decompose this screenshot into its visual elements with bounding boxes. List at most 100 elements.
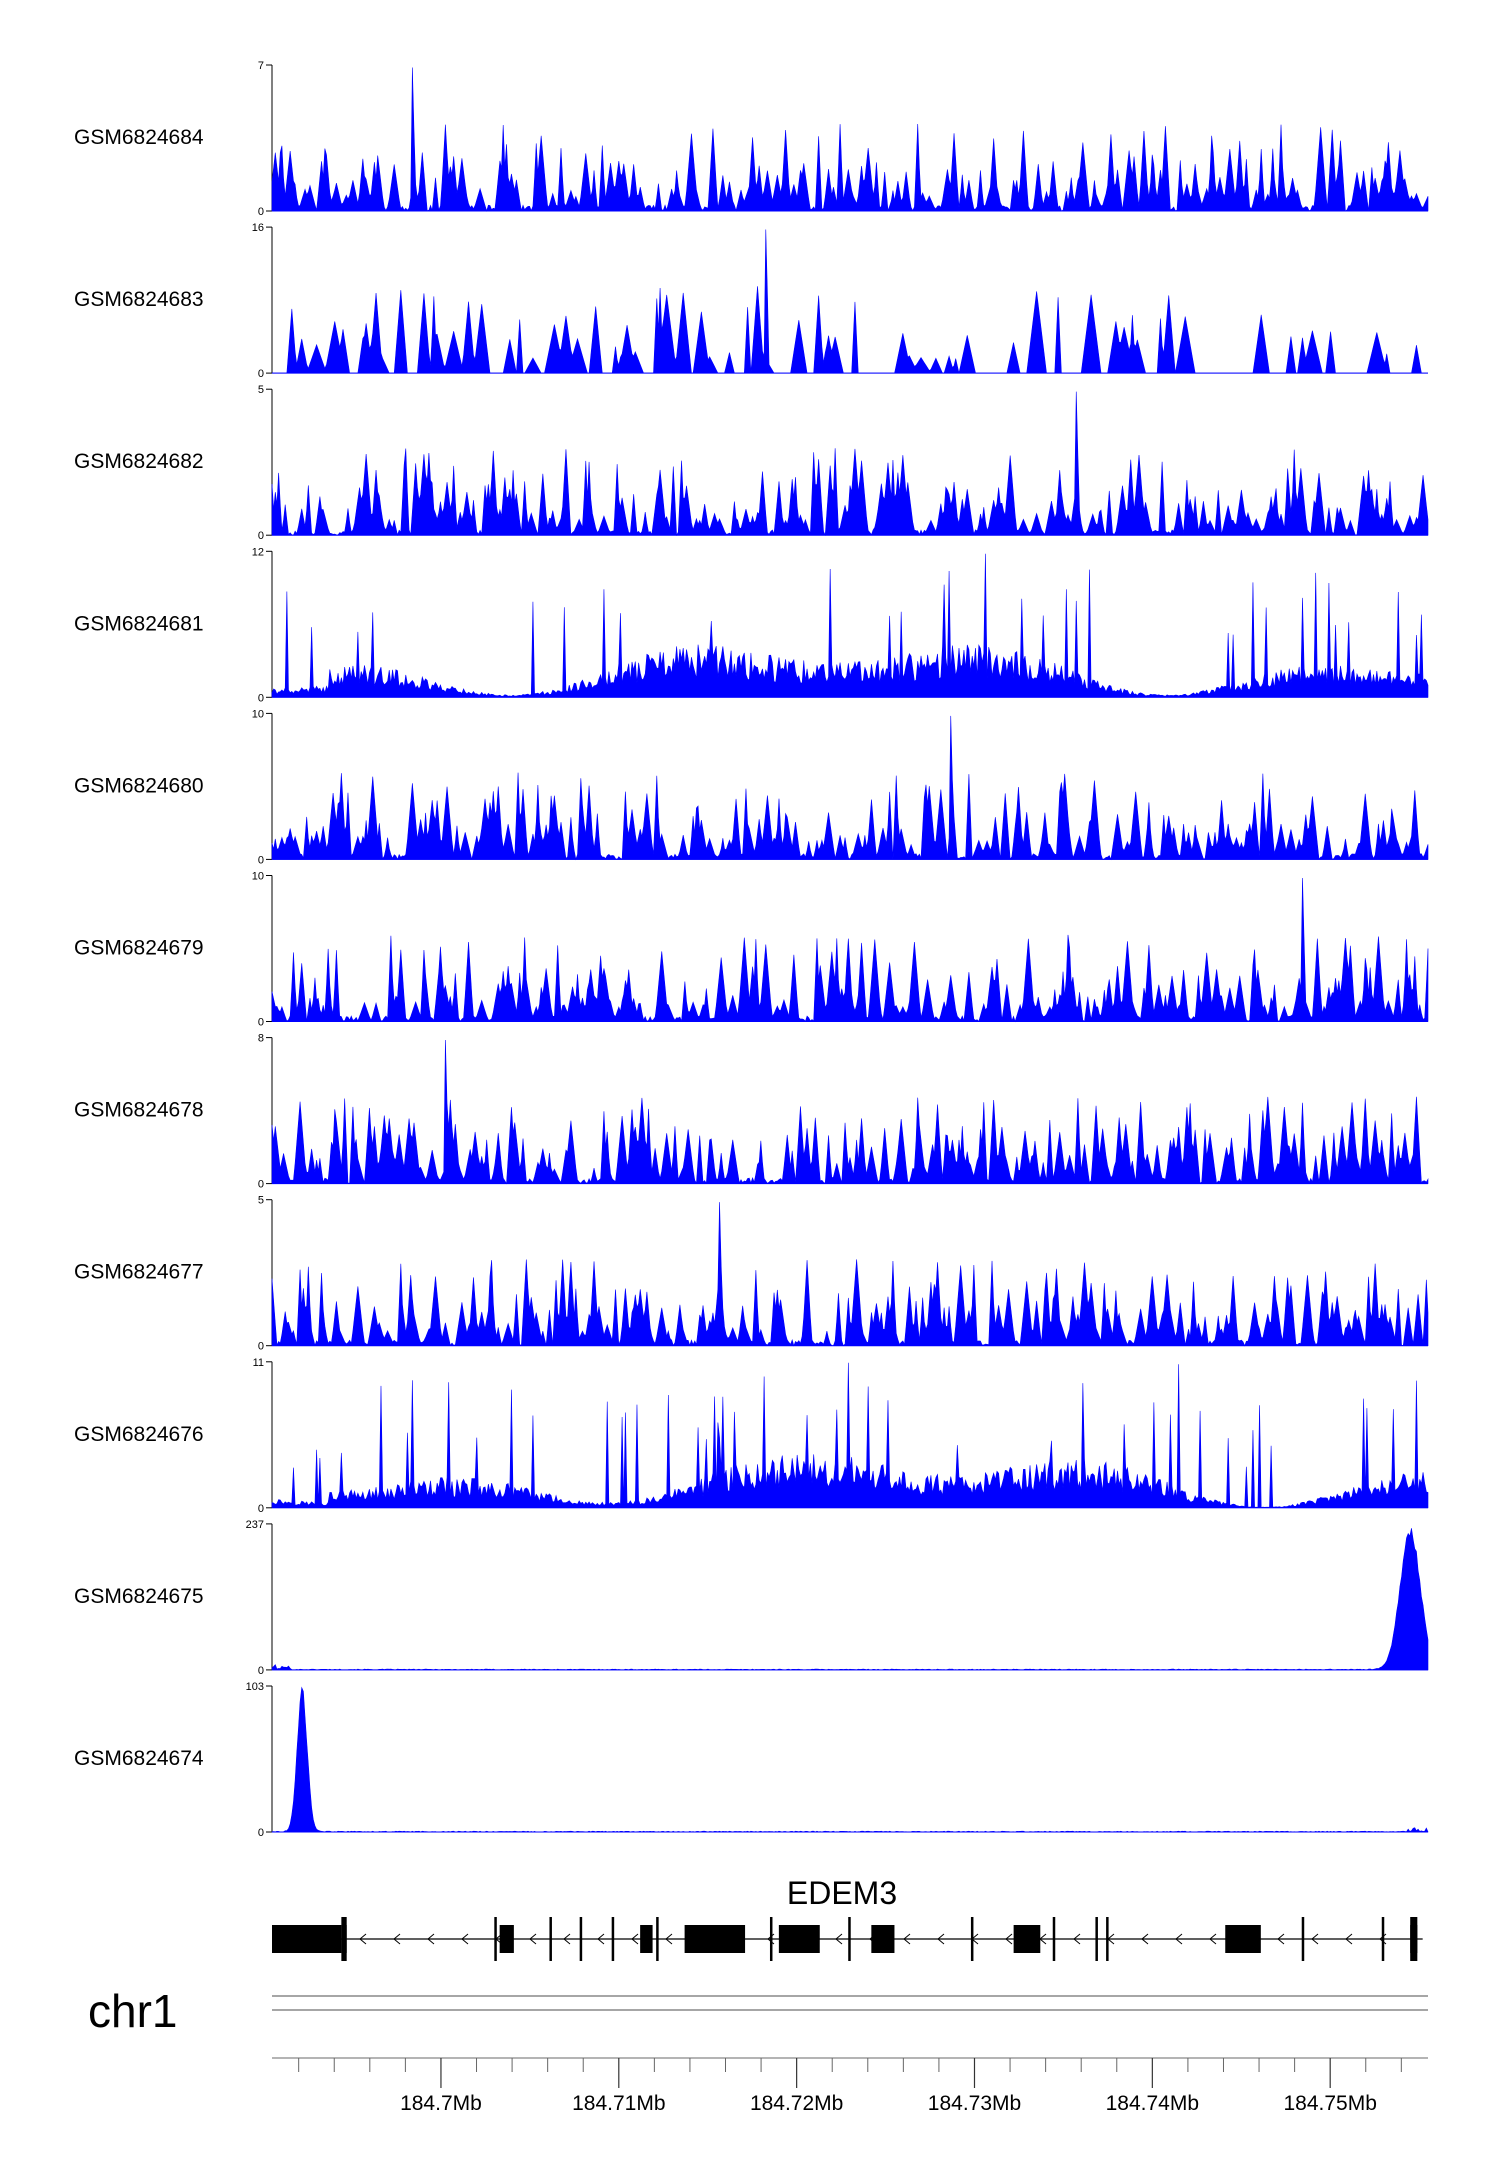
coverage-area <box>271 1362 1429 1509</box>
coverage-area <box>272 229 1428 374</box>
track-label: GSM6824679 <box>74 937 204 960</box>
exon-boundary <box>1095 1917 1098 1961</box>
exon-boundary <box>1106 1917 1109 1961</box>
y-tick-min-label: 0 <box>258 1341 264 1353</box>
strand-arrow <box>835 1933 843 1945</box>
y-tick-min-label: 0 <box>258 368 264 380</box>
track-GSM6824684: GSM6824684 7 0 <box>74 60 1429 218</box>
y-tick-max-label: 10 <box>252 708 264 720</box>
y-tick-max-label: 5 <box>258 384 264 396</box>
axis-tick-label: 184.73Mb <box>928 2092 1021 2115</box>
exon-boundary <box>970 1917 974 1961</box>
coverage-area <box>271 1686 1429 1833</box>
exon <box>778 1925 820 1953</box>
strand-arrow <box>631 1933 639 1945</box>
exon-boundary <box>341 1917 347 1961</box>
y-tick-max-label: 237 <box>246 1519 264 1531</box>
y-tick-min-label: 0 <box>258 1179 264 1191</box>
track-label: GSM6824680 <box>74 774 204 797</box>
strand-arrow <box>597 1933 605 1945</box>
coverage-area <box>271 1528 1429 1671</box>
chromosome-ideogram: chr1 <box>88 1985 1428 2037</box>
track-label: GSM6824678 <box>74 1099 204 1122</box>
exon-boundary <box>1052 1917 1056 1961</box>
strand-arrow <box>1005 1933 1013 1945</box>
y-tick-max-label: 7 <box>258 60 264 72</box>
exon <box>272 1925 342 1953</box>
coverage-area <box>271 1202 1429 1347</box>
track-GSM6824681: GSM6824681 12 0 <box>74 546 1429 704</box>
genome-axis: 184.7Mb 184.71Mb 184.72Mb 184.73Mb 184.74Mb 1… <box>272 2057 1428 2115</box>
exon-boundary <box>579 1917 583 1961</box>
track-GSM6824674: GSM6824674 103 0 <box>74 1681 1429 1839</box>
track-GSM6824683: GSM6824683 16 0 <box>74 222 1428 380</box>
y-tick-min-label: 0 <box>258 854 264 866</box>
gene-label: EDEM3 <box>787 1875 897 1911</box>
y-tick-min-label: 0 <box>258 530 264 542</box>
coverage-tracks: GSM682468470GSM6824683160GSM682468250GSM… <box>74 60 1429 1839</box>
exon-boundary <box>1381 1917 1385 1961</box>
strand-arrow <box>393 1933 401 1945</box>
chromosome-label: chr1 <box>88 1985 177 2037</box>
strand-arrow <box>427 1933 435 1945</box>
track-GSM6824680: GSM6824680 10 0 <box>74 708 1429 866</box>
axis-tick-label: 184.72Mb <box>750 2092 843 2115</box>
exon-boundary <box>611 1917 615 1961</box>
strand-arrow <box>359 1933 367 1945</box>
coverage-area <box>271 877 1429 1023</box>
axis-tick-label: 184.7Mb <box>400 2092 482 2115</box>
coverage-area <box>271 67 1429 212</box>
track-label: GSM6824677 <box>74 1261 204 1284</box>
y-tick-max-label: 16 <box>252 222 264 234</box>
y-tick-max-label: 11 <box>253 1357 264 1369</box>
coverage-area <box>271 715 1429 861</box>
track-label: GSM6824683 <box>74 288 204 311</box>
track-label: GSM6824675 <box>74 1585 204 1608</box>
strand-arrow <box>937 1933 945 1945</box>
track-label: GSM6824682 <box>74 450 204 473</box>
gene-model <box>272 1917 1423 1961</box>
y-tick-min-label: 0 <box>258 1827 264 1839</box>
axis-tick-label: 184.75Mb <box>1283 2092 1376 2115</box>
track-label: GSM6824674 <box>74 1747 204 1770</box>
coverage-area <box>271 1040 1429 1185</box>
strand-arrow <box>665 1933 673 1945</box>
exon-boundary <box>494 1917 497 1961</box>
track-GSM6824682: GSM6824682 5 0 <box>74 384 1429 542</box>
exon-boundary <box>1410 1917 1418 1961</box>
y-tick-max-label: 12 <box>252 546 264 558</box>
track-label: GSM6824684 <box>74 126 204 149</box>
track-GSM6824677: GSM6824677 5 0 <box>74 1195 1429 1353</box>
exon <box>871 1925 895 1953</box>
exon <box>640 1925 653 1953</box>
y-tick-min-label: 0 <box>258 1503 264 1515</box>
gene-track: EDEM3 <box>272 1875 1423 1961</box>
strand-arrow <box>1175 1933 1183 1945</box>
exon-boundary <box>848 1917 851 1961</box>
strand-arrow <box>1345 1933 1353 1945</box>
y-tick-max-label: 5 <box>258 1195 264 1207</box>
y-tick-max-label: 8 <box>258 1033 264 1045</box>
exon-boundary <box>549 1917 552 1961</box>
strand-arrow <box>529 1933 537 1945</box>
y-tick-min-label: 0 <box>258 692 264 704</box>
coverage-area <box>271 553 1429 698</box>
strand-arrow <box>1277 1933 1285 1945</box>
track-GSM6824676: GSM6824676 11 0 <box>74 1357 1429 1515</box>
y-tick-min-label: 0 <box>258 1665 264 1677</box>
track-GSM6824678: GSM6824678 8 0 <box>74 1033 1429 1191</box>
exon-boundary <box>656 1917 659 1961</box>
axis-tick-label: 184.74Mb <box>1106 2092 1199 2115</box>
exon <box>1225 1925 1261 1953</box>
strand-arrow <box>1073 1933 1081 1945</box>
y-tick-min-label: 0 <box>258 206 264 218</box>
exon <box>684 1925 746 1953</box>
y-tick-min-label: 0 <box>258 1017 264 1029</box>
strand-arrow <box>1311 1933 1319 1945</box>
exon <box>499 1925 514 1953</box>
strand-arrow <box>1141 1933 1149 1945</box>
exon <box>1013 1925 1041 1953</box>
axis-tick-label: 184.71Mb <box>572 2092 665 2115</box>
track-label: GSM6824676 <box>74 1423 204 1446</box>
